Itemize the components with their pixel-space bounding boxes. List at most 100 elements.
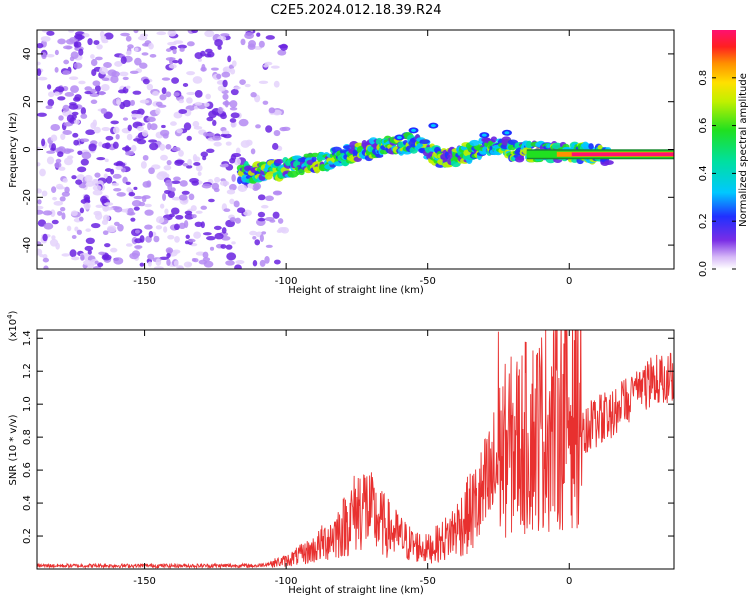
speckle bbox=[168, 57, 174, 65]
speckle bbox=[159, 129, 170, 137]
speckle bbox=[95, 204, 104, 208]
speckle bbox=[96, 156, 106, 161]
bottom-y-tick-label: 0.6 bbox=[22, 462, 33, 478]
speckle bbox=[80, 138, 90, 143]
speckle bbox=[148, 167, 155, 175]
speckle bbox=[129, 252, 139, 260]
speckle bbox=[250, 148, 256, 155]
speckle bbox=[98, 251, 106, 256]
speckle bbox=[100, 83, 110, 92]
speckle bbox=[277, 49, 287, 56]
speckle bbox=[37, 68, 42, 77]
speckle bbox=[127, 44, 134, 49]
speckle bbox=[73, 96, 81, 102]
y-scale-note: (x104) bbox=[6, 310, 19, 341]
speckle bbox=[220, 113, 227, 120]
bottom-x-tick-label: 0 bbox=[566, 576, 572, 587]
speckle bbox=[94, 84, 101, 92]
colorbar-tick-label: 0.2 bbox=[698, 213, 709, 229]
noise-speckles bbox=[37, 30, 291, 269]
speckle bbox=[87, 38, 93, 46]
speckle bbox=[183, 122, 192, 131]
speckle bbox=[186, 71, 196, 76]
speckle bbox=[63, 148, 72, 154]
speckle bbox=[76, 174, 85, 181]
speckle bbox=[71, 234, 77, 240]
speckle bbox=[220, 244, 227, 249]
speckle bbox=[172, 59, 179, 64]
speckle bbox=[155, 258, 162, 266]
speckle bbox=[77, 150, 83, 156]
speckle bbox=[195, 164, 203, 172]
speckle bbox=[103, 206, 114, 211]
speckle bbox=[213, 141, 222, 147]
speckle bbox=[116, 192, 126, 197]
speckle bbox=[173, 176, 181, 182]
speckle bbox=[88, 143, 97, 152]
speckle bbox=[83, 202, 91, 210]
ridge-blob bbox=[430, 124, 436, 128]
speckle bbox=[214, 39, 223, 47]
speckle bbox=[194, 89, 203, 98]
speckle bbox=[187, 262, 193, 267]
speckle bbox=[159, 256, 170, 261]
speckle bbox=[100, 195, 108, 204]
speckle bbox=[144, 224, 153, 230]
speckle bbox=[125, 35, 132, 42]
speckle bbox=[134, 245, 143, 249]
speckle bbox=[69, 249, 77, 258]
speckle bbox=[39, 168, 46, 177]
speckle bbox=[91, 178, 98, 186]
speckle bbox=[104, 243, 111, 248]
speckle bbox=[219, 163, 229, 168]
speckle bbox=[221, 227, 227, 234]
speckle bbox=[55, 183, 64, 190]
speckle bbox=[235, 259, 245, 265]
speckle bbox=[122, 117, 129, 121]
ridge-blob bbox=[526, 140, 533, 149]
speckle bbox=[134, 238, 143, 244]
speckle bbox=[130, 99, 136, 106]
speckle bbox=[63, 122, 74, 127]
speckle bbox=[58, 115, 64, 121]
speckle bbox=[161, 124, 166, 129]
speckle bbox=[182, 82, 189, 87]
speckle bbox=[173, 223, 180, 231]
speckle bbox=[203, 132, 209, 137]
speckle bbox=[37, 162, 41, 167]
speckle bbox=[37, 199, 42, 205]
speckle bbox=[110, 247, 118, 253]
speckle bbox=[256, 32, 261, 37]
speckle bbox=[101, 126, 111, 132]
speckle bbox=[240, 38, 246, 46]
speckle bbox=[195, 210, 203, 214]
speckle bbox=[243, 209, 252, 216]
speckle bbox=[110, 75, 119, 84]
speckle bbox=[265, 35, 275, 40]
speckle bbox=[264, 256, 270, 264]
speckle bbox=[122, 76, 129, 81]
top-x-tick-label: -100 bbox=[275, 276, 298, 287]
speckle bbox=[165, 91, 172, 98]
speckle bbox=[122, 99, 131, 108]
speckle bbox=[265, 244, 273, 248]
speckle bbox=[114, 61, 123, 67]
speckle bbox=[57, 96, 66, 101]
speckle bbox=[144, 209, 154, 216]
speckle bbox=[71, 114, 77, 120]
speckle bbox=[63, 59, 70, 65]
speckle bbox=[159, 203, 165, 209]
speckle bbox=[258, 80, 269, 84]
speckle bbox=[105, 135, 114, 141]
speckle bbox=[163, 226, 168, 233]
speckle bbox=[142, 181, 151, 188]
speckle bbox=[94, 212, 103, 220]
speckle bbox=[78, 80, 86, 85]
ridge-blob bbox=[481, 133, 487, 137]
speckle bbox=[73, 119, 81, 125]
speckle bbox=[131, 144, 137, 152]
signal-ridge bbox=[236, 122, 674, 185]
speckle bbox=[90, 54, 95, 59]
speckle bbox=[272, 190, 283, 196]
speckle bbox=[73, 41, 82, 48]
